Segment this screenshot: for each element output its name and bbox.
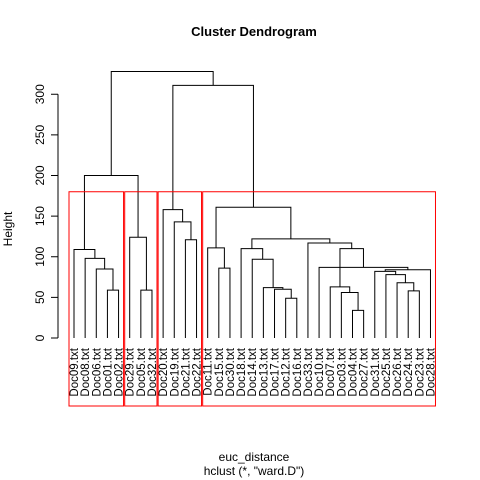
y-tick-label: 50 <box>33 290 47 304</box>
dendrogram-link <box>407 290 420 338</box>
dendrogram-link <box>285 297 298 338</box>
leaf-label: Doc30.txt <box>225 347 237 396</box>
leaf-label: Doc09.txt <box>69 347 81 396</box>
dendrogram-link <box>218 267 231 338</box>
leaf-label: Doc03.txt <box>336 347 348 396</box>
y-tick-label: 200 <box>33 165 47 185</box>
leaf-label: Doc15.txt <box>214 347 226 396</box>
dendrogram-link <box>307 242 353 338</box>
leaf-label: Doc27.txt <box>359 347 371 396</box>
x-axis-label: euc_distance <box>219 450 290 464</box>
dendrogram-link <box>340 292 359 338</box>
dendrogram-link <box>251 238 331 249</box>
dendrogram-link <box>215 206 292 248</box>
leaf-label: Doc23.txt <box>414 347 426 396</box>
leaf-label: Doc02.txt <box>114 347 126 396</box>
leaf-labels: Doc09.txt Doc08.txt Doc06.txt Doc01.txt Doc0… <box>69 347 437 396</box>
leaf-label: Doc21.txt <box>180 347 192 396</box>
dendrogram-link <box>162 209 184 338</box>
dendrogram-link <box>207 247 225 338</box>
leaf-label: Doc26.txt <box>392 347 404 396</box>
dendrogram-link <box>106 289 120 338</box>
y-tick-label: 250 <box>33 125 47 145</box>
dendrogram-link <box>374 270 397 338</box>
y-axis: 0 50 100 150 200 250 300 <box>33 84 59 341</box>
method-sublabel: hclust (*, "ward.D") <box>204 464 305 478</box>
dendrogram-link <box>84 257 106 338</box>
dendrogram-link <box>329 286 351 338</box>
leaf-label: Doc10.txt <box>314 347 326 396</box>
chart-title: Cluster Dendrogram <box>191 24 317 39</box>
leaf-label: Doc22.txt <box>192 347 204 396</box>
dendrogram-link <box>251 258 274 338</box>
leaf-label: Doc01.txt <box>102 347 114 396</box>
dendrogram-links <box>73 71 431 338</box>
dendrogram-link <box>73 248 96 338</box>
dendrogram-link <box>173 221 192 338</box>
y-axis-label: Height <box>1 211 15 246</box>
cluster-boxes <box>68 191 436 407</box>
y-tick-label: 100 <box>33 246 47 266</box>
leaf-label: Doc16.txt <box>292 347 304 396</box>
leaf-label: Doc04.txt <box>348 347 360 396</box>
dendrogram-link <box>95 268 114 338</box>
leaf-label: Doc06.txt <box>91 347 103 396</box>
y-tick-label: 300 <box>33 84 47 104</box>
leaf-label: Doc18.txt <box>236 347 248 396</box>
leaf-label: Doc20.txt <box>158 347 170 396</box>
y-tick-label: 0 <box>33 334 47 341</box>
leaf-label: Doc12.txt <box>281 347 293 396</box>
leaf-label: Doc24.txt <box>403 347 415 396</box>
leaf-label: Doc05.txt <box>136 347 148 396</box>
dendrogram-link <box>110 71 214 176</box>
leaf-label: Doc32.txt <box>147 347 159 396</box>
dendrogram-link <box>172 84 254 210</box>
dendrogram-link <box>318 266 409 338</box>
dendrogram-link <box>385 274 406 338</box>
dendrogram-link <box>352 309 365 338</box>
dendrogram-link <box>274 288 292 338</box>
leaf-label: Doc17.txt <box>270 347 282 396</box>
cluster-box <box>124 191 158 407</box>
leaf-label: Doc19.txt <box>169 347 181 396</box>
leaf-label: Doc25.txt <box>381 347 393 396</box>
dendrogram-link <box>262 287 284 338</box>
dendrogram-link <box>184 239 198 338</box>
leaf-label: Doc08.txt <box>80 347 92 396</box>
leaf-label: Doc14.txt <box>247 347 259 396</box>
cluster-box <box>157 191 203 407</box>
y-tick-label: 150 <box>33 206 47 226</box>
leaf-label: Doc28.txt <box>425 347 437 396</box>
leaf-label: Doc11.txt <box>203 347 215 396</box>
dendrogram-link <box>129 236 147 338</box>
leaf-label: Doc33.txt <box>303 347 315 396</box>
leaf-label: Doc07.txt <box>325 347 337 396</box>
cluster-box <box>202 191 436 407</box>
leaf-label: Doc31.txt <box>370 347 382 396</box>
cluster-box <box>68 191 125 407</box>
dendrogram-link <box>140 289 153 338</box>
leaf-label: Doc13.txt <box>258 347 270 396</box>
leaf-label: Doc29.txt <box>125 347 137 396</box>
